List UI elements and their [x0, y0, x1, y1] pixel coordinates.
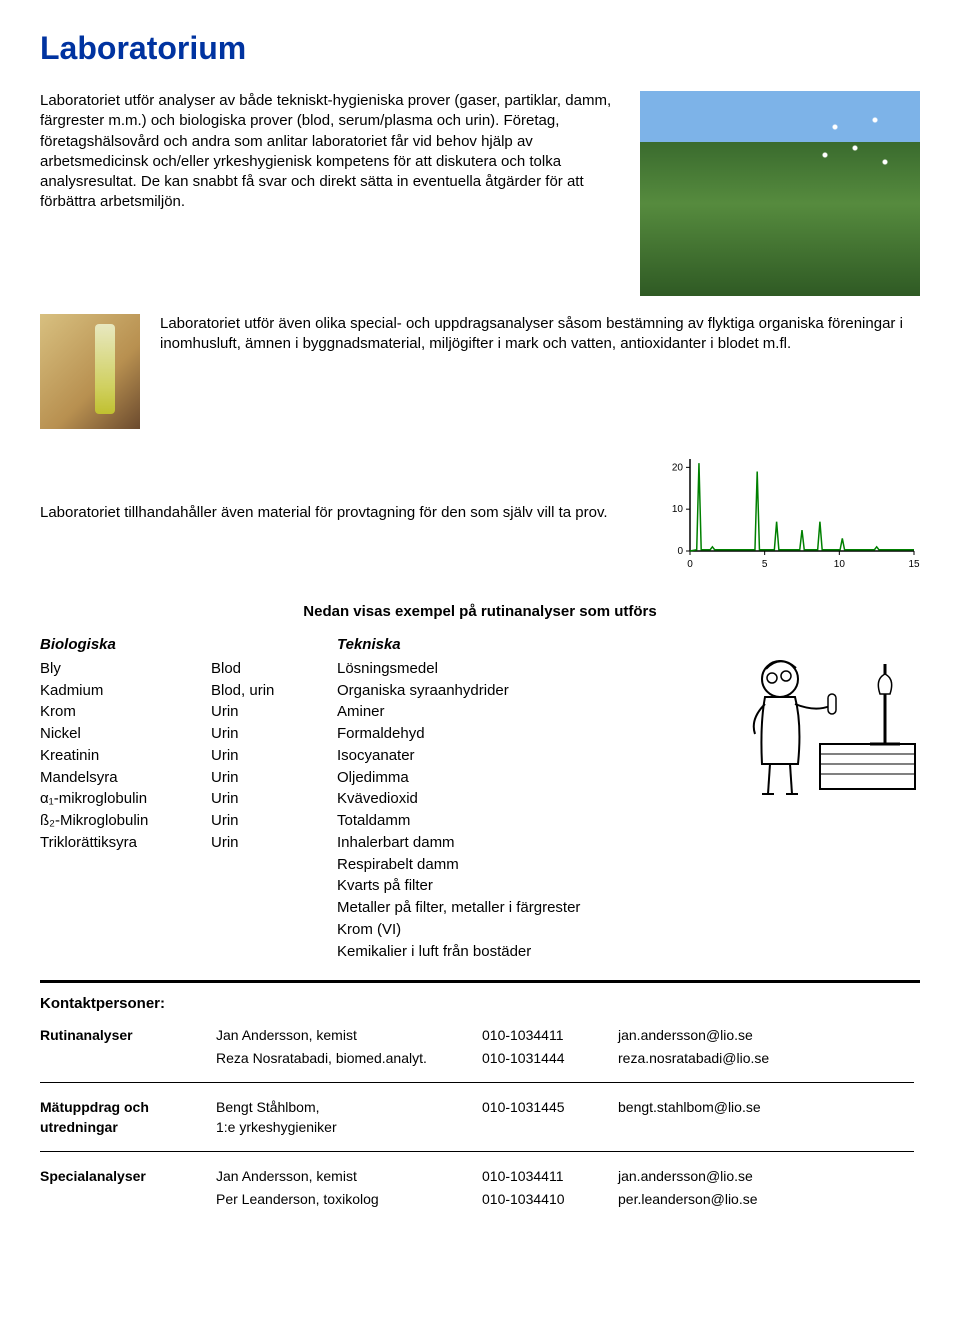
bio-analyte: α₁-mikroglobulin	[40, 788, 195, 810]
tech-item: Kvävedioxid	[337, 788, 580, 810]
contact-phone: 010-1031445	[482, 1096, 618, 1139]
bio-sample: Blod, urin	[211, 680, 321, 702]
tech-item: Aminer	[337, 701, 580, 723]
intro-text: Laboratoriet utför analyser av både tekn…	[40, 91, 620, 213]
bio-sample: Urin	[211, 788, 321, 810]
divider-thin	[40, 1151, 914, 1152]
tech-item: Formaldehyd	[337, 723, 580, 745]
bio-analyte: Kreatinin	[40, 745, 195, 767]
analyses-section: Biologiska BlyKadmiumKromNickelKreatinin…	[40, 634, 920, 962]
contact-row: SpecialanalyserJan Andersson, kemist010-…	[40, 1165, 920, 1187]
tech-item: Kvarts på filter	[337, 875, 580, 897]
tech-header: Tekniska	[337, 634, 580, 656]
contact-role	[40, 1188, 216, 1210]
bio-analyte: Krom	[40, 701, 195, 723]
svg-text:10: 10	[834, 559, 846, 570]
contact-email: bengt.stahlbom@lio.se	[618, 1096, 920, 1139]
contact-name: Per Leanderson, toxikolog	[216, 1188, 482, 1210]
tech-item: Organiska syraanhydrider	[337, 680, 580, 702]
contact-email: per.leanderson@lio.se	[618, 1188, 920, 1210]
vial-photo	[40, 314, 140, 429]
bio-col-analyte: Biologiska BlyKadmiumKromNickelKreatinin…	[40, 634, 211, 962]
contacts-heading: Kontaktpersoner:	[40, 995, 920, 1012]
contact-role: Specialanalyser	[40, 1165, 216, 1187]
tech-item: Metaller på filter, metaller i färgreste…	[337, 897, 580, 919]
bio-analyte: ß₂-Mikroglobulin	[40, 810, 195, 832]
contacts-table: RutinanalyserJan Andersson, kemist010-10…	[40, 1024, 920, 1210]
contact-role: Mätuppdrag och utredningar	[40, 1096, 216, 1139]
svg-text:0: 0	[687, 559, 693, 570]
contact-name: Bengt Ståhlbom, 1:e yrkeshygieniker	[216, 1096, 482, 1139]
tech-item: Oljedimma	[337, 767, 580, 789]
contact-phone: 010-1034411	[482, 1024, 618, 1046]
bio-analyte: Nickel	[40, 723, 195, 745]
bio-sample: Urin	[211, 767, 321, 789]
bio-header: Biologiska	[40, 634, 195, 656]
special-section: Laboratoriet utför även olika special- o…	[40, 314, 920, 429]
tech-item: Lösningsmedel	[337, 658, 580, 680]
bio-analyte: Triklorättiksyra	[40, 832, 195, 854]
contact-email: jan.andersson@lio.se	[618, 1165, 920, 1187]
bio-sample: Urin	[211, 745, 321, 767]
svg-text:15: 15	[908, 559, 920, 570]
tech-item: Respirabelt damm	[337, 854, 580, 876]
divider-thin	[40, 1082, 914, 1083]
analyses-heading: Nedan visas exempel på rutinanalyser som…	[40, 603, 920, 620]
svg-text:5: 5	[762, 559, 768, 570]
contact-name: Jan Andersson, kemist	[216, 1024, 482, 1046]
svg-text:20: 20	[672, 462, 684, 473]
svg-text:0: 0	[677, 546, 683, 557]
contact-row: Mätuppdrag och utredningarBengt Ståhlbom…	[40, 1096, 920, 1139]
contact-role	[40, 1047, 216, 1069]
contact-phone: 010-1031444	[482, 1047, 618, 1069]
intro-section: Laboratoriet utför analyser av både tekn…	[40, 91, 920, 296]
tech-item: Inhalerbart damm	[337, 832, 580, 854]
bio-sample: Urin	[211, 701, 321, 723]
contact-email: reza.nosratabadi@lio.se	[618, 1047, 920, 1069]
bio-analyte: Bly	[40, 658, 195, 680]
page-title: Laboratorium	[40, 30, 920, 67]
tech-col: Tekniska LösningsmedelOrganiska syraanhy…	[337, 634, 596, 962]
tech-item: Isocyanater	[337, 745, 580, 767]
bio-sample: Urin	[211, 832, 321, 854]
bio-sample: Blod	[211, 658, 321, 680]
svg-text:10: 10	[672, 504, 684, 515]
contact-row: Reza Nosratabadi, biomed.analyt.010-1031…	[40, 1047, 920, 1069]
contact-row: Per Leanderson, toxikolog010-1034410per.…	[40, 1188, 920, 1210]
chromatogram-chart: 0 5 10 15 0 10 20	[660, 453, 920, 573]
material-section: Laboratoriet tillhandahåller även materi…	[40, 453, 920, 573]
bio-analyte: Kadmium	[40, 680, 195, 702]
divider-thick	[40, 980, 920, 983]
tech-item: Kemikalier i luft från bostäder	[337, 941, 580, 963]
contact-phone: 010-1034410	[482, 1188, 618, 1210]
garden-photo	[640, 91, 920, 296]
contact-row: RutinanalyserJan Andersson, kemist010-10…	[40, 1024, 920, 1046]
scientist-illustration	[720, 634, 920, 804]
bio-analyte: Mandelsyra	[40, 767, 195, 789]
tech-item: Krom (VI)	[337, 919, 580, 941]
bio-sample: Urin	[211, 810, 321, 832]
contact-email: jan.andersson@lio.se	[618, 1024, 920, 1046]
contact-phone: 010-1034411	[482, 1165, 618, 1187]
contact-name: Jan Andersson, kemist	[216, 1165, 482, 1187]
contact-name: Reza Nosratabadi, biomed.analyt.	[216, 1047, 482, 1069]
bio-col-sample: BlodBlod, urinUrinUrinUrinUrinUrinUrinUr…	[211, 634, 337, 962]
material-text: Laboratoriet tillhandahåller även materi…	[40, 503, 630, 523]
tech-item: Totaldamm	[337, 810, 580, 832]
bio-sample: Urin	[211, 723, 321, 745]
bio-header-blank	[211, 634, 321, 656]
contact-role: Rutinanalyser	[40, 1024, 216, 1046]
special-text: Laboratoriet utför även olika special- o…	[160, 314, 920, 355]
